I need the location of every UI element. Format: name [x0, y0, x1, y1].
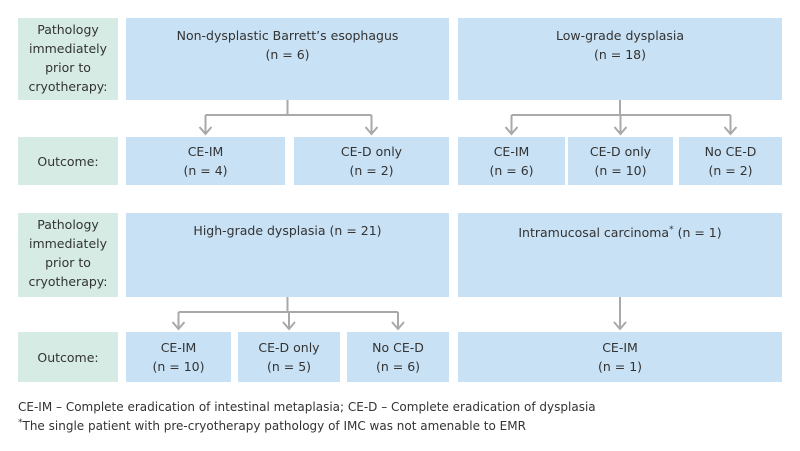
- outcome-box: CE-D only (n = 2): [294, 137, 449, 185]
- outcome-title: CE-D only: [589, 144, 652, 159]
- outcome-label-text: Outcome:: [37, 153, 99, 169]
- pathology-count: (n = 6): [265, 47, 310, 62]
- row-label-text: Pathology immediately prior to cryothera…: [28, 217, 108, 289]
- arrow-head: [613, 321, 627, 331]
- arrow-head: [364, 126, 379, 136]
- pathology-count: (n = 21): [329, 223, 382, 238]
- outcome-count: (n = 10): [152, 359, 205, 374]
- row-label-text: Pathology immediately prior to cryothera…: [28, 22, 108, 94]
- arrow-head: [171, 321, 186, 331]
- row-label: Pathology immediately prior to cryothera…: [18, 18, 118, 100]
- arrow-head: [198, 126, 213, 136]
- outcome-title: CE-D only: [258, 340, 320, 355]
- arrow-head: [504, 126, 519, 136]
- outcome-box: No CE-D (n = 2): [679, 137, 782, 185]
- outcome-box: CE-IM (n = 1): [458, 332, 782, 382]
- outcome-title: CE-D only: [340, 144, 403, 159]
- outcome-box: CE-IM (n = 4): [126, 137, 285, 185]
- pathology-title: Non-dysplastic Barrett’s esophagus: [176, 28, 399, 43]
- outcome-label: Outcome:: [18, 137, 118, 185]
- arrow-head: [282, 321, 296, 331]
- outcome-title: CE-IM: [187, 144, 224, 159]
- pathology-title: Intramucosal carcinoma: [518, 225, 670, 241]
- arrow-head: [613, 126, 628, 136]
- pathology-title: High-grade dysplasia: [193, 223, 326, 238]
- outcome-label-text: Outcome:: [37, 349, 99, 365]
- arrow-head: [723, 126, 738, 136]
- outcome-title: No CE-D: [704, 144, 757, 159]
- outcome-count: (n = 5): [266, 359, 312, 374]
- outcome-box: No CE-D (n = 6): [347, 332, 449, 382]
- outcome-box: CE-D only (n = 10): [568, 137, 673, 185]
- outcome-title: No CE-D: [372, 340, 424, 355]
- pathology-box: High-grade dysplasia (n = 21): [126, 213, 449, 297]
- outcome-title: CE-IM: [493, 144, 530, 159]
- outcome-title: CE-IM: [160, 340, 197, 355]
- footnote-text: CE-IM – Complete eradication of intestin…: [18, 400, 596, 414]
- outcome-title: CE-IM: [602, 340, 638, 355]
- marker: *: [669, 225, 674, 235]
- pathology-title: Low-grade dysplasia: [555, 28, 684, 43]
- outcome-count: (n = 1): [597, 359, 643, 374]
- pathology-box: Low-grade dysplasia (n = 18): [458, 18, 782, 100]
- footnote: *The single patient with pre-cryotherapy…: [18, 418, 526, 433]
- outcome-box: CE-D only (n = 5): [238, 332, 340, 382]
- footnote-text: The single patient with pre-cryotherapy …: [22, 419, 526, 433]
- marker: *: [18, 418, 23, 428]
- pathology-box: Intramucosal carcinoma* (n = 1): [458, 213, 782, 297]
- outcome-label: Outcome:: [18, 332, 118, 382]
- arrow-head: [391, 321, 405, 331]
- outcome-box: CE-IM (n = 6): [458, 137, 565, 185]
- pathology-count: (n = 1): [677, 225, 722, 241]
- outcome-count: (n = 6): [375, 359, 421, 374]
- footnote: CE-IM – Complete eradication of intestin…: [18, 400, 596, 414]
- outcome-box: CE-IM (n = 10): [126, 332, 231, 382]
- pathology-box: Non-dysplastic Barrett’s esophagus (n = 6…: [126, 18, 449, 100]
- row-label: Pathology immediately prior to cryothera…: [18, 213, 118, 297]
- outcome-count: (n = 2): [349, 163, 394, 178]
- pathology-count: (n = 18): [593, 47, 646, 62]
- outcome-count: (n = 4): [183, 163, 228, 178]
- outcome-count: (n = 2): [708, 163, 753, 178]
- outcome-count: (n = 6): [489, 163, 534, 178]
- outcome-count: (n = 10): [594, 163, 647, 178]
